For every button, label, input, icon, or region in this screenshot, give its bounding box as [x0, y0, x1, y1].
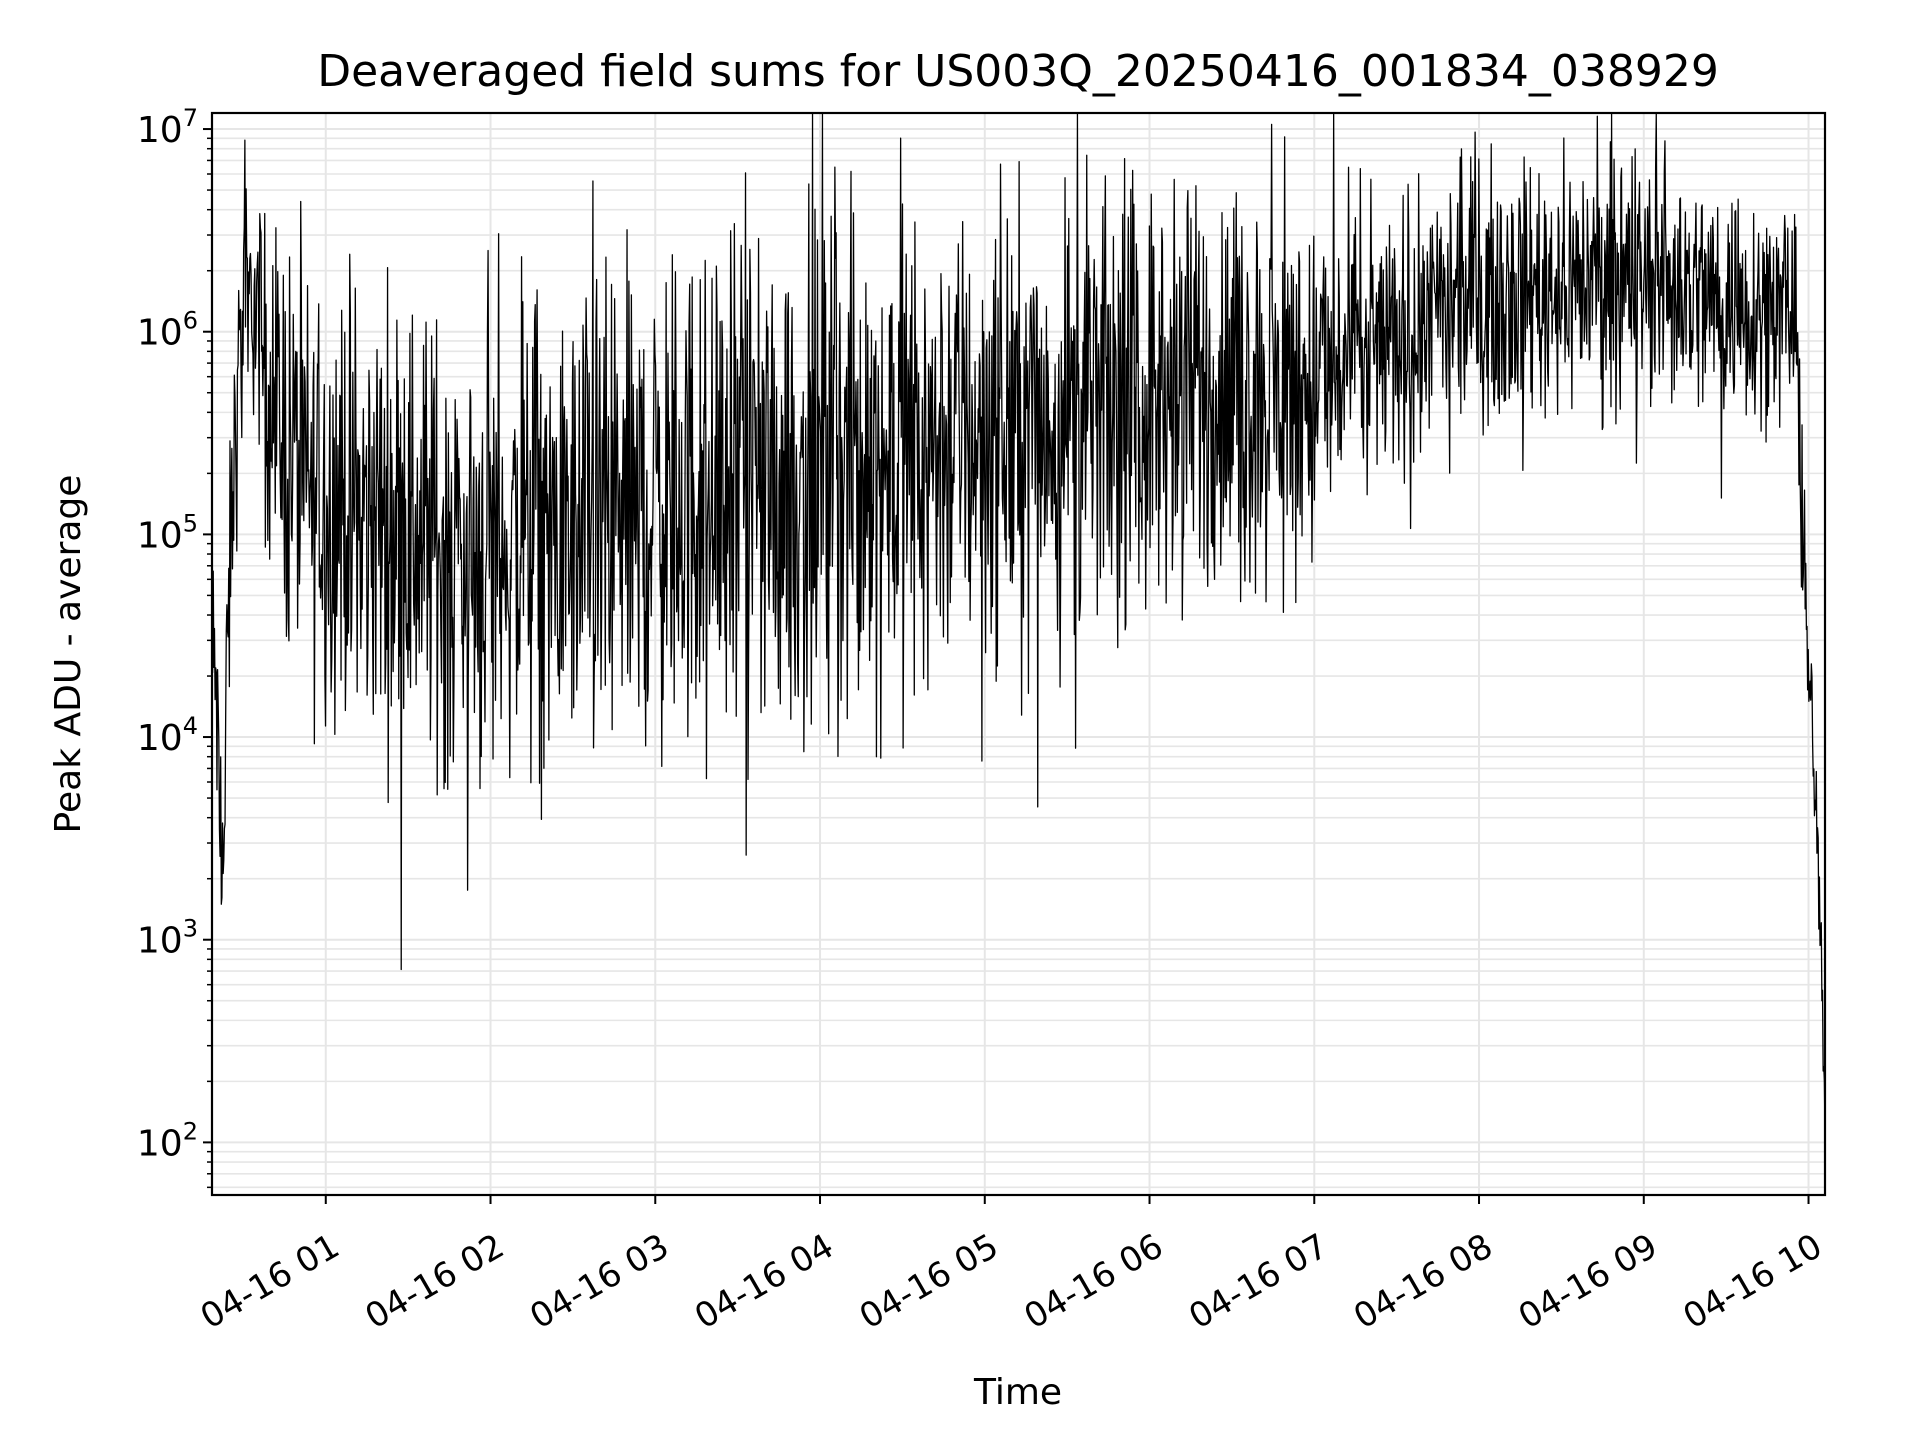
x-axis-label: Time — [973, 1372, 1062, 1413]
series-line — [211, 113, 1826, 1135]
y-tick-label: 103 — [137, 915, 198, 962]
y-tick-label: 105 — [137, 509, 198, 556]
y-tick-label: 106 — [137, 307, 198, 354]
axes-frame — [210, 111, 1827, 1197]
chart-title: Deaveraged field sums for US003Q_2025041… — [317, 46, 1719, 97]
y-tick-label: 102 — [137, 1117, 198, 1164]
y-tick-label: 104 — [137, 712, 198, 759]
y-tick-label: 107 — [137, 104, 198, 151]
plot-area — [211, 113, 1826, 1135]
y-axis-label: Peak ADU - average — [48, 475, 89, 834]
